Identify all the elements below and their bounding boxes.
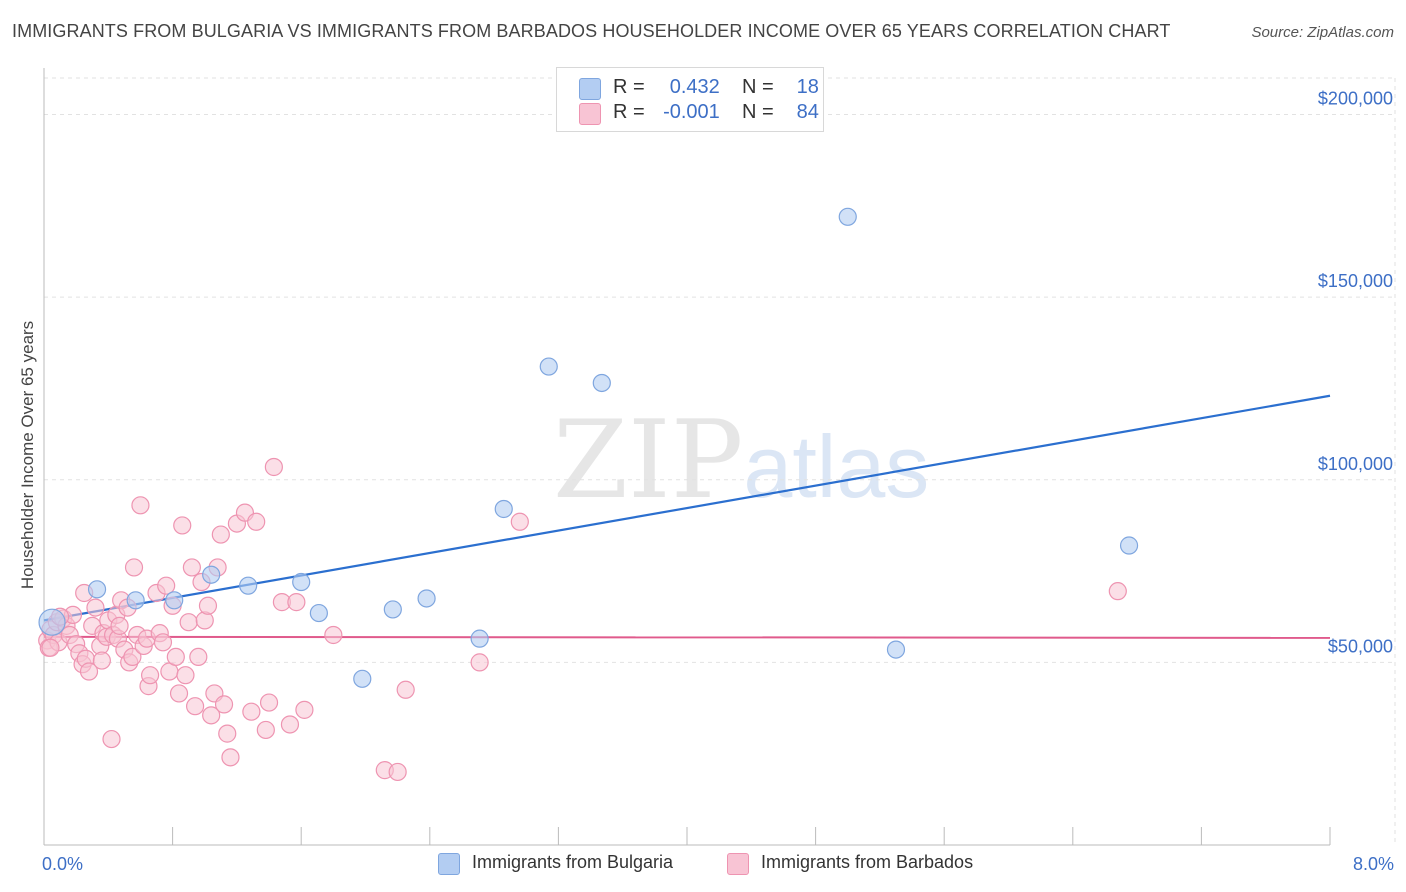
source-credit: Source: ZipAtlas.com: [1251, 24, 1394, 41]
barbados-point: [247, 512, 266, 531]
barbados-point: [396, 680, 415, 699]
barbados-point: [140, 666, 160, 685]
axes: [43, 68, 1331, 846]
y-axis-tick-labels: $50,000 $100,000 $150,000 $200,000: [1318, 89, 1393, 657]
bulgaria-point: [353, 669, 372, 688]
barbados-point: [169, 684, 189, 703]
watermark-zip: ZIP: [553, 398, 744, 523]
barbados-point: [470, 653, 489, 672]
n-value: 84: [796, 101, 819, 123]
barbados-point: [388, 762, 407, 782]
barbados-point: [287, 593, 306, 612]
barbados-point: [92, 651, 111, 670]
barbados-point: [198, 596, 218, 615]
barbados-point: [157, 576, 176, 595]
barbados-points: [38, 457, 1127, 782]
bulgaria-point: [470, 629, 489, 648]
bulgaria-point: [309, 603, 328, 623]
y-tick-label: $100,000: [1318, 454, 1393, 474]
bulgaria-point: [383, 600, 402, 619]
bulgaria-point: [539, 357, 558, 376]
barbados-point: [256, 720, 275, 740]
barbados-point: [176, 666, 195, 685]
correlation-legend: R = 0.432 N = 18 R = -0.001 N = 84: [556, 67, 824, 132]
bulgaria-swatch: [579, 78, 601, 100]
barbados-point: [186, 697, 205, 716]
bulgaria-point: [87, 580, 107, 599]
bulgaria-point: [886, 640, 906, 659]
y-tick-label: $150,000: [1318, 271, 1393, 291]
bulgaria-point: [292, 572, 311, 592]
r-value: -0.001: [663, 101, 720, 123]
chart-title: IMMIGRANTS FROM BULGARIA VS IMMIGRANTS F…: [12, 21, 1171, 41]
trend-lines: [43, 394, 1331, 639]
barbados-point: [324, 625, 343, 645]
y-axis-title: Householder Income Over 65 years: [18, 321, 37, 589]
bulgaria-point: [165, 591, 184, 610]
barbados-point: [202, 706, 221, 725]
zipatlas-watermark: ZIPatlas: [553, 398, 929, 523]
bulgaria-points: [38, 207, 1139, 688]
y-tick-label: $50,000: [1328, 636, 1393, 656]
bulgaria-legend-label: Immigrants from Bulgaria: [472, 852, 674, 872]
r-label: R =: [613, 101, 645, 123]
y-tick-label: $200,000: [1318, 89, 1393, 109]
bulgaria-trend-line: [43, 394, 1331, 622]
barbados-point: [264, 457, 283, 477]
barbados-swatch: [579, 103, 601, 125]
barbados-point: [182, 558, 201, 577]
bulgaria-point: [494, 499, 513, 519]
barbados-point: [166, 647, 185, 667]
x-tick-label-min: 0.0%: [42, 854, 83, 874]
bulgaria-point: [126, 591, 145, 610]
barbados-point: [86, 598, 105, 617]
n-label: N =: [742, 101, 774, 123]
barbados-point: [211, 525, 230, 544]
bulgaria-point: [417, 589, 436, 608]
bulgaria-point: [838, 207, 857, 226]
barbados-point: [510, 512, 529, 531]
barbados-point: [124, 558, 144, 577]
bulgaria-point: [592, 373, 611, 393]
barbados-point: [131, 496, 150, 515]
bulgaria-legend-swatch: [438, 853, 460, 875]
x-tick-label-max: 8.0%: [1353, 854, 1394, 874]
barbados-point: [41, 638, 60, 657]
barbados-point: [102, 729, 121, 749]
barbados-point: [179, 613, 198, 632]
barbados-point: [189, 647, 208, 667]
barbados-point: [295, 700, 314, 719]
barbados-point: [173, 516, 192, 535]
barbados-legend-label: Immigrants from Barbados: [761, 852, 974, 872]
barbados-point: [79, 662, 99, 681]
n-value: 18: [796, 76, 819, 98]
gridlines: [44, 77, 1396, 845]
r-label: R =: [613, 76, 645, 98]
barbados-point: [110, 616, 129, 635]
bulgaria-point: [1119, 536, 1139, 555]
n-label: N =: [742, 76, 774, 98]
barbados-point: [214, 695, 234, 714]
barbados-point: [153, 633, 173, 652]
barbados-point: [218, 724, 237, 743]
r-value: 0.432: [669, 76, 720, 98]
barbados-point: [242, 702, 261, 721]
bulgaria-point: [202, 565, 221, 584]
barbados-point: [280, 715, 300, 734]
barbados-point: [123, 647, 142, 667]
barbados-point: [1108, 582, 1127, 601]
barbados-trend-line: [43, 635, 1331, 639]
barbados-point: [259, 693, 279, 712]
bulgaria-point: [239, 576, 258, 595]
barbados-point: [221, 748, 240, 767]
bulgaria-point: [38, 608, 66, 636]
watermark-atlas: atlas: [743, 417, 930, 516]
barbados-legend-swatch: [727, 853, 749, 875]
